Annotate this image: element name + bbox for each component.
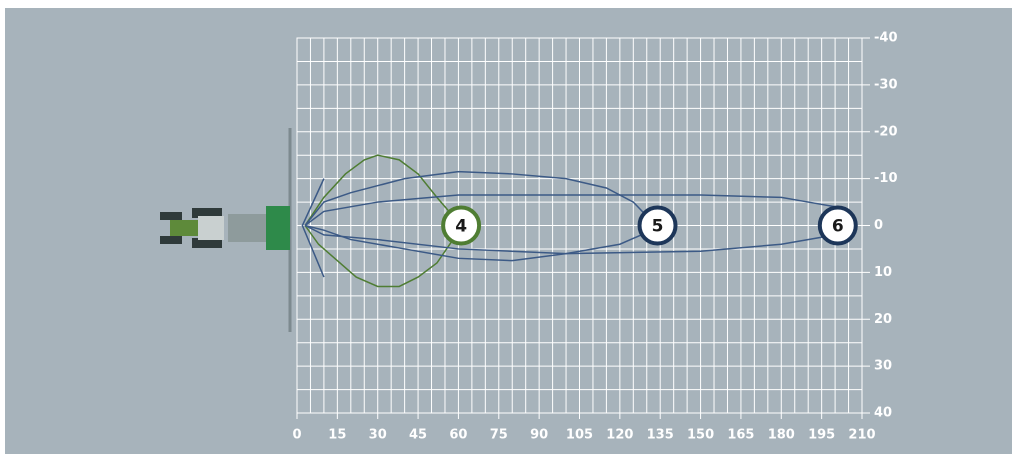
y-tick-label: 10 (874, 265, 892, 280)
x-tick-label: 120 (606, 428, 633, 443)
tractor (160, 128, 292, 332)
y-tick-label: 30 (874, 359, 892, 374)
x-tick-label: 135 (647, 428, 674, 443)
position-marker (441, 205, 482, 246)
x-tick-label: 75 (490, 428, 508, 443)
boom (301, 178, 325, 278)
position-marker (817, 205, 858, 246)
position-marker (637, 205, 678, 246)
x-tick-label: 90 (530, 428, 548, 443)
plot: 0 15 30 45 60 75 90 105 120 135 150 165 180 195 210-40… (292, 31, 897, 443)
y-tick-label: -40 (874, 31, 898, 46)
y-tick-label: 20 (874, 312, 892, 327)
x-tick-label: 45 (409, 428, 427, 443)
x-tick-label: 180 (768, 428, 795, 443)
background (5, 8, 1012, 454)
y-tick-label: 40 (874, 406, 892, 421)
x-tick-label: 150 (687, 428, 714, 443)
y-tick-label: 0 (874, 218, 883, 233)
marker-label: 6 (832, 217, 844, 237)
marker-label: 5 (652, 217, 664, 237)
x-tick-label: 210 (848, 428, 875, 443)
x-tick-label: 0 (292, 428, 301, 443)
x-tick-label: 60 (449, 428, 467, 443)
marker-label: 4 (455, 217, 467, 237)
x-tick-label: 30 (369, 428, 387, 443)
y-tick-label: -10 (874, 171, 898, 186)
x-tick-label: 15 (328, 428, 346, 443)
x-tick-label: 195 (808, 428, 835, 443)
y-tick-label: -20 (874, 124, 898, 139)
x-tick-label: 165 (727, 428, 754, 443)
y-tick-label: -30 (874, 77, 898, 92)
x-tick-label: 105 (566, 428, 593, 443)
